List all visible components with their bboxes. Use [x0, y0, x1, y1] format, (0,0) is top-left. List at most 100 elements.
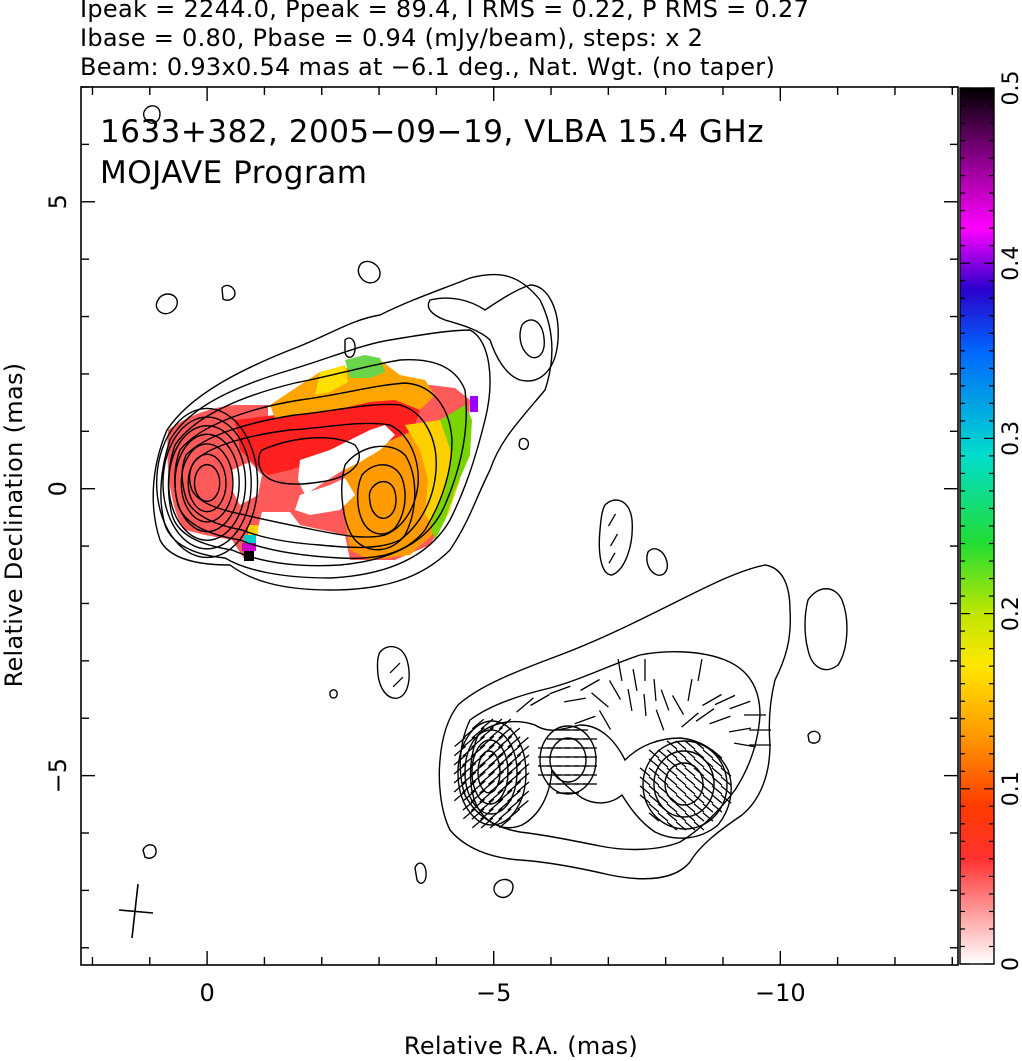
evpa-vector [675, 749, 687, 759]
evpa-vector [598, 710, 612, 730]
evpa-vector [516, 763, 530, 775]
evpa-vector [480, 817, 494, 829]
evpa-vector [639, 785, 651, 795]
evpa-vector [453, 772, 467, 784]
evpa-vector [684, 758, 696, 768]
contour-blob-o [804, 588, 848, 671]
evpa-vector [702, 776, 714, 786]
evpa-vector [617, 659, 623, 681]
evpa-vector [516, 781, 530, 793]
evpa-vector [675, 803, 687, 813]
evpa-vector [488, 753, 504, 767]
evpa-vector [462, 790, 476, 802]
evpa-vector [607, 513, 617, 527]
evpa-vector [657, 785, 669, 795]
colorbar-tick-label: 0.1 [999, 771, 1022, 806]
intensity-contours [142, 105, 848, 899]
evpa-vector [657, 812, 669, 822]
evpa-vector [488, 735, 504, 749]
core-contour-level [180, 443, 234, 523]
evpa-vector [479, 789, 495, 803]
evpa-vector [693, 812, 705, 822]
evpa-vector [675, 812, 687, 822]
contour-jet-knot-2 [356, 464, 406, 535]
contour-blob-a [357, 260, 381, 284]
contour-knot-west-2 [653, 750, 715, 818]
contour-knot-mid-2 [549, 737, 587, 783]
contour-knot-mid-1 [539, 725, 597, 795]
evpa-vector [693, 785, 705, 795]
evpa-vector [462, 745, 476, 757]
evpa-vector [608, 680, 622, 700]
evpa-vector [498, 817, 512, 829]
contour-knot-east-1 [457, 720, 527, 826]
evpa-vector [453, 754, 467, 766]
contour-blob-j [518, 437, 530, 450]
evpa-vector [693, 740, 705, 750]
evpa-vector [711, 749, 723, 759]
evpa-vector [709, 715, 731, 725]
core-contour-level [155, 407, 259, 559]
evpa-vector [693, 758, 705, 768]
evpa-vector [497, 798, 513, 812]
contour-jet-ring [257, 436, 360, 485]
evpa-vector [693, 749, 705, 759]
evpa-vector [487, 762, 505, 776]
axis-tick-labels: 0 −5 −10 5 0 −5 [44, 194, 806, 1007]
contour-lobe-3 [469, 720, 732, 839]
restoring-beam [118, 883, 154, 939]
evpa-vector [729, 700, 751, 710]
poln-edge-cyan [244, 535, 256, 543]
evpa-vector [516, 697, 534, 713]
evpa-vector [489, 817, 503, 829]
x-axis-label: Relative R.A. (mas) [404, 1032, 638, 1060]
poln-gap-1 [298, 425, 395, 495]
poln-jet-red [235, 392, 420, 475]
evpa-vector [488, 744, 504, 758]
evpa-vector [693, 821, 705, 831]
evpa-vector [666, 821, 678, 831]
evpa-vector [608, 552, 616, 564]
evpa-vector [675, 740, 687, 750]
contour-blob-d [142, 105, 161, 124]
evpa-vector [657, 776, 669, 786]
evpa-vector [516, 745, 530, 757]
evpa-vector [666, 776, 678, 786]
evpa-vector [480, 718, 494, 730]
evpa-vector [711, 794, 723, 804]
evpa-vector [453, 763, 467, 775]
contour-core-jet-4 [174, 382, 453, 560]
evpa-vector [711, 758, 723, 768]
evpa-vector [454, 736, 466, 748]
core-contour-level [162, 416, 252, 550]
evpa-vector [627, 689, 633, 711]
evpa-vector [697, 659, 703, 681]
evpa-vector [488, 789, 504, 803]
evpa-vector [517, 736, 529, 748]
evpa-vector [666, 740, 678, 750]
evpa-vector [684, 767, 696, 777]
evpa-vector [711, 785, 723, 795]
poln-edge-yellow [248, 525, 258, 535]
evpa-vector [702, 749, 714, 759]
evpa-vector [720, 767, 732, 777]
colorbar-tick-label: 0.4 [999, 246, 1022, 281]
evpa-vector [461, 780, 477, 794]
colorbar-tick-label: 0.5 [999, 71, 1022, 106]
evpa-vector [480, 808, 494, 820]
contour-blob-m [493, 878, 514, 899]
core-contour-level [193, 463, 221, 503]
evpa-vector [487, 771, 505, 785]
evpa-vector [461, 762, 477, 776]
evpa-vector [702, 803, 714, 813]
evpa-vector [681, 712, 699, 728]
evpa-vector [684, 794, 696, 804]
evpa-vector [648, 794, 660, 804]
evpa-vector [632, 669, 638, 691]
y-tick-label: −5 [44, 758, 72, 793]
core-contour-level [187, 453, 227, 513]
evpa-vector [648, 749, 660, 759]
chart-subtitle: MOJAVE Program [100, 155, 367, 191]
evpa-vector [657, 803, 669, 813]
x-tick-label: −10 [755, 979, 806, 1007]
